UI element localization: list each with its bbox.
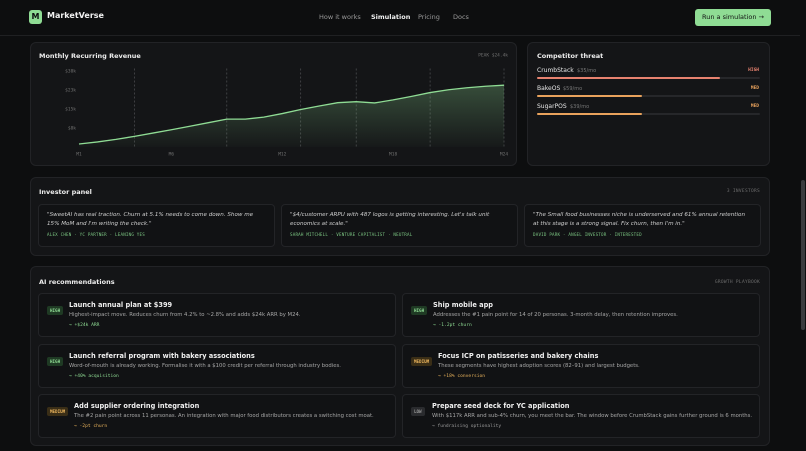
header: M MarketVerse Run a simulation → How it …: [0, 0, 800, 36]
byline: ALEX CHEN · YC PARTNER · LEANING YES: [47, 231, 145, 237]
recommendation-impact: → +$24k ARR: [69, 323, 100, 328]
nav-link[interactable]: Docs: [453, 13, 469, 21]
x-tick-label: M24: [500, 152, 508, 158]
recommendation-title: Ship mobile app: [433, 301, 494, 309]
quote: "SweetAI has real traction. Churn at 5.1…: [47, 212, 254, 227]
recommendation-title: Focus ICP on patisseries and bakery chai…: [438, 351, 599, 360]
recommendation-impact: → +40% acquisition: [69, 373, 119, 379]
competitor-title: Competitor threat: [537, 52, 604, 60]
quote: "The Small food businesses niche is unde…: [533, 212, 746, 227]
y-tick-label: $30k: [65, 69, 76, 75]
investor-quote-card: "$4/customer ARPU with 487 logos is gett…: [281, 204, 518, 247]
priority-badge: MEDIUM: [411, 356, 433, 366]
threat-bar: [537, 77, 720, 79]
x-tick-label: M6: [169, 152, 175, 158]
threat-bar: [537, 95, 642, 97]
recommendation-body: These segments have highest adoption sco…: [438, 362, 640, 369]
nav-link[interactable]: How it works: [319, 13, 361, 21]
threat-level: MED: [750, 85, 759, 91]
chart-title: Monthly Recurring Revenue: [39, 52, 141, 60]
x-tick-label: M1: [76, 152, 82, 158]
y-tick-label: $8k: [68, 126, 76, 132]
recommendation-impact: → +18% conversion: [438, 373, 486, 379]
threat-track: [537, 77, 760, 79]
competitor-price: $35/mo: [577, 67, 597, 74]
investor-quote-card: "The Small food businesses niche is unde…: [524, 204, 761, 247]
run-button[interactable]: Run a simulation →: [695, 9, 771, 26]
competitor-price: $59/mo: [563, 85, 583, 92]
recommendation-impact: → -2pt churn: [74, 424, 108, 429]
threat-track: [537, 113, 760, 115]
area: [79, 85, 504, 147]
investor-count: 3 INVESTORS: [726, 189, 760, 194]
recommendation-impact: → fundraising optionality: [432, 424, 502, 429]
priority-badge: MEDIUM: [47, 407, 69, 416]
recommendation-card: AI recommendations GROWTH PLAYBOOK HIGH L…: [30, 266, 770, 446]
logo[interactable]: M: [29, 10, 42, 24]
recommendation-title: Add supplier ordering integration: [74, 402, 200, 410]
priority-badge: HIGH: [47, 306, 64, 315]
recommendation-body: The #2 pain point across 11 personas. An…: [74, 413, 374, 419]
revenue-line: [78, 84, 505, 145]
priority-badge: HIGH: [47, 356, 64, 366]
recommendation-body: Word-of-mouth is already working. Formal…: [69, 362, 341, 369]
recommendation[interactable]: HIGH Launch referral program with bakery …: [38, 343, 396, 388]
competitor-name: BakeOS: [537, 85, 561, 92]
recommendation[interactable]: HIGH Ship mobile app Addresses the #1 pain…: [402, 293, 760, 337]
brand[interactable]: MarketVerse: [47, 11, 104, 20]
investor-quote-card: "SweetAI has real traction. Churn at 5.1…: [38, 204, 275, 247]
recommendation-title: Launch annual plan at $399: [69, 301, 173, 309]
competitor-card: Competitor threat CrumbStack $35/mo HIGH Ba…: [527, 42, 770, 166]
y-tick-label: $23k: [65, 88, 76, 94]
competitor-name: SugarPOS: [537, 103, 567, 110]
threat-level: HIGH: [748, 67, 759, 73]
recommendation-title: AI recommendations: [39, 278, 115, 286]
investor-title: Investor panel: [39, 188, 92, 196]
y-tick-label: $15k: [65, 107, 76, 113]
threat-bar: [537, 113, 642, 115]
x-tick-label: M12: [278, 152, 286, 158]
recommendation-title: Launch referral program with bakery asso…: [69, 351, 255, 360]
investor-card: Investor panel 3 INVESTORS "SweetAI has …: [30, 177, 770, 256]
recommendation[interactable]: LOW Prepare seed deck for YC application W…: [402, 394, 760, 438]
priority-badge: LOW: [411, 407, 425, 416]
competitor-name: CrumbStack: [537, 67, 574, 74]
x-tick-label: M18: [389, 152, 397, 158]
threat-level: MED: [750, 103, 759, 109]
recommendation-body: Addresses the #1 pain point for 14 of 20…: [433, 312, 678, 318]
nav-link[interactable]: Simulation: [371, 13, 411, 21]
quote: "$4/customer ARPU with 487 logos is gett…: [290, 212, 490, 227]
recommendation[interactable]: HIGH Launch annual plan at $399 Highest-im…: [38, 293, 396, 337]
playbook-tag: GROWTH PLAYBOOK: [714, 280, 760, 285]
recommendation[interactable]: MEDIUM Focus ICP on patisseries and baker…: [402, 343, 760, 388]
peak-label: PEAK $24.4k: [478, 53, 508, 59]
recommendation-body: With $117k ARR and sub-4% churn, you mee…: [432, 413, 753, 419]
chart: PEAK $24.4k $8k $15k $23k $30k M1 M6 M12 M18 M24: [65, 53, 508, 158]
revenue-card: Monthly Recurring Revenue PEAK $24.4k $8k…: [30, 42, 517, 166]
nav-link[interactable]: Pricing: [418, 13, 440, 21]
byline: SARAH MITCHELL · VENTURE CAPITALIST · NE…: [290, 231, 413, 237]
recommendation-body: Highest-impact move. Reduces churn from …: [69, 312, 301, 318]
recommendation[interactable]: MEDIUM Add supplier ordering integration T…: [38, 394, 396, 438]
byline: DAVID PARK · ANGEL INVESTOR · INTERESTED: [533, 231, 642, 237]
recommendation-impact: → -1.2pt churn: [433, 323, 472, 328]
recommendation-title: Prepare seed deck for YC application: [432, 402, 570, 410]
threat-track: [537, 95, 760, 97]
scrollbar[interactable]: [801, 180, 805, 330]
competitor-price: $39/mo: [570, 103, 590, 110]
priority-badge: HIGH: [411, 306, 428, 315]
